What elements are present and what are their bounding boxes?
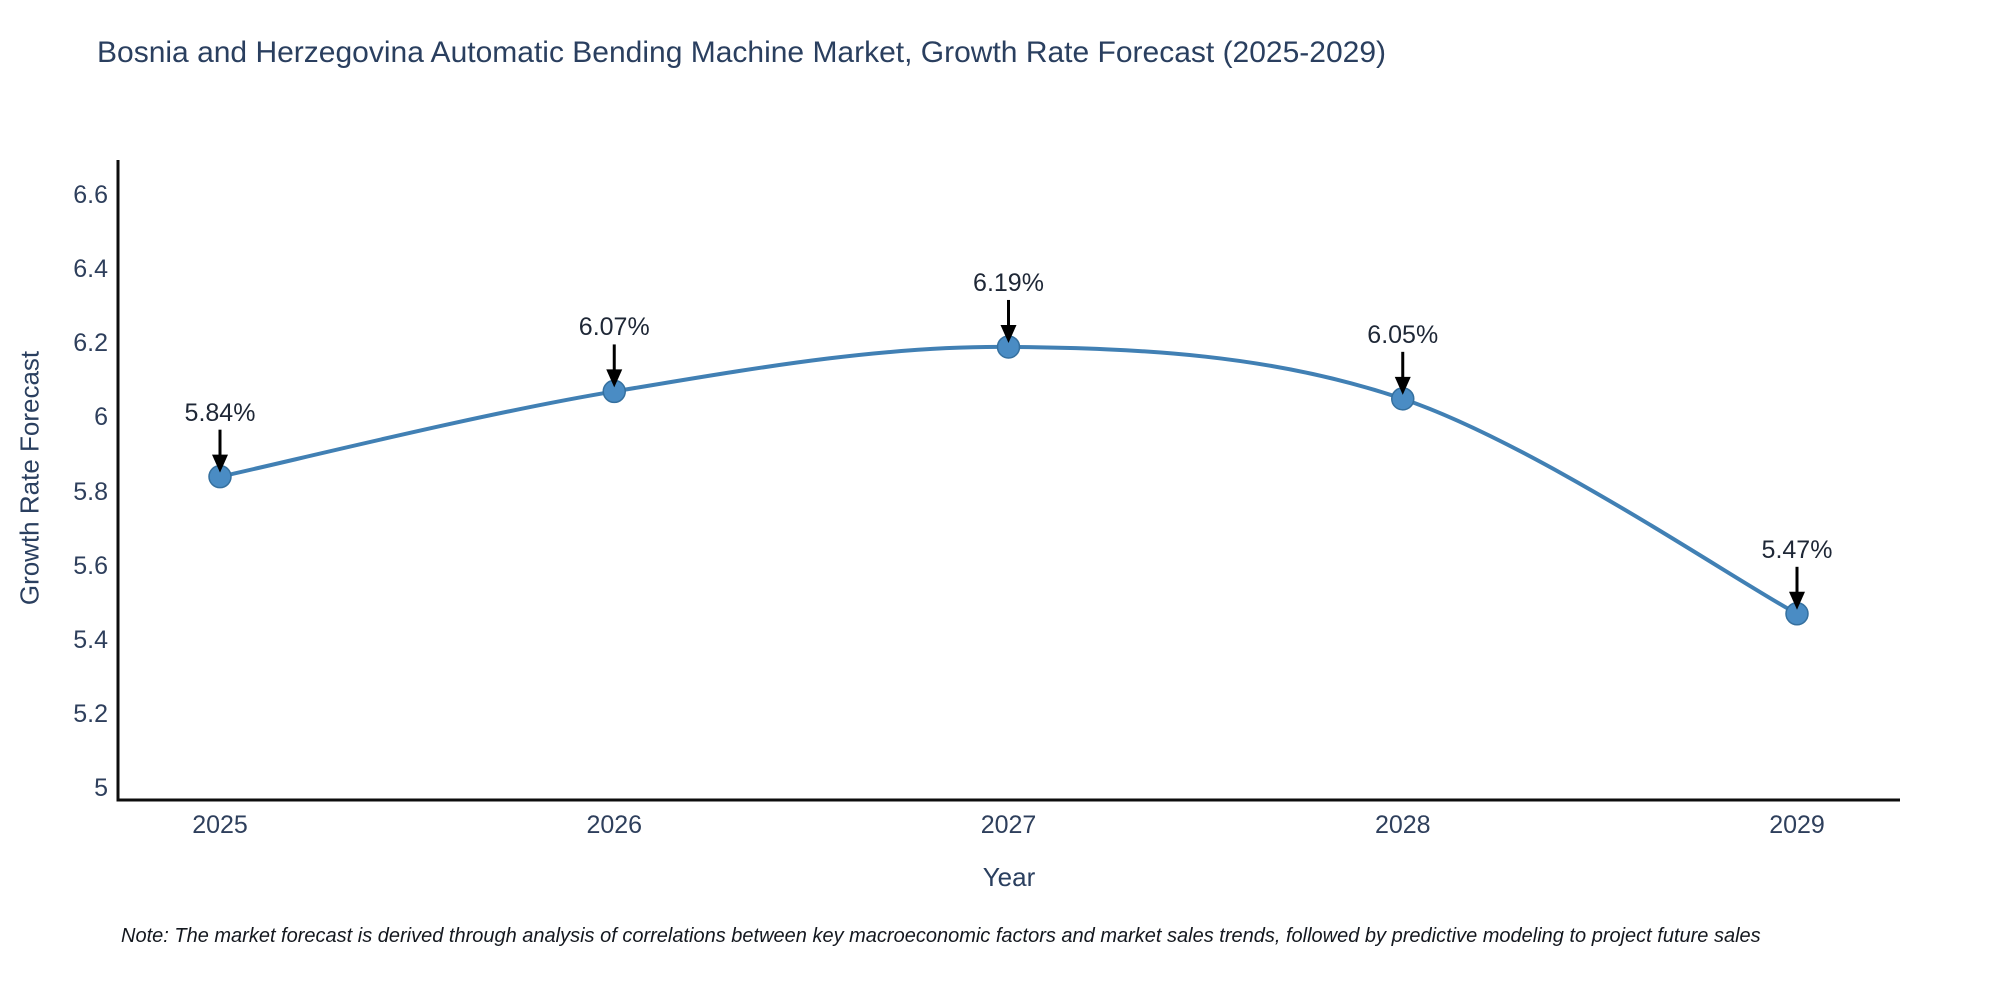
x-tick-label: 2026 [586, 811, 643, 839]
y-tick-label: 6.2 [73, 329, 108, 358]
x-tick-label: 2029 [1769, 811, 1825, 839]
data-point-label: 5.47% [1761, 535, 1833, 564]
y-tick-label: 6 [94, 403, 108, 432]
chart-title: Bosnia and Herzegovina Automatic Bending… [97, 36, 1387, 69]
annotation-arrow-head [212, 454, 228, 473]
x-axis-title: Year [982, 862, 1036, 892]
annotation-arrow-head [1394, 376, 1411, 395]
data-point-label: 6.05% [1367, 320, 1439, 349]
annotation-arrow-head [1000, 324, 1017, 343]
y-tick-label: 5.6 [73, 551, 108, 580]
y-tick-label: 5 [94, 774, 108, 802]
x-tick-label: 2025 [192, 811, 248, 839]
y-tick-label: 5.8 [73, 477, 108, 506]
data-point-label: 6.07% [578, 313, 650, 342]
y-tick-label: 6.6 [73, 181, 108, 209]
x-tick-label: 2027 [980, 811, 1037, 839]
y-tick-label: 6.4 [73, 255, 108, 284]
footnote: Note: The market forecast is derived thr… [121, 925, 1761, 947]
data-point-label: 6.19% [973, 268, 1044, 297]
y-tick-label: 5.2 [73, 699, 108, 728]
trend-line [218, 344, 1799, 616]
data-point-label: 5.84% [184, 398, 256, 427]
y-tick-label: 5.4 [73, 625, 108, 654]
x-tick-label: 2028 [1374, 811, 1431, 839]
annotation-arrow-head [1789, 591, 1805, 610]
annotation-arrow-head [606, 369, 623, 388]
